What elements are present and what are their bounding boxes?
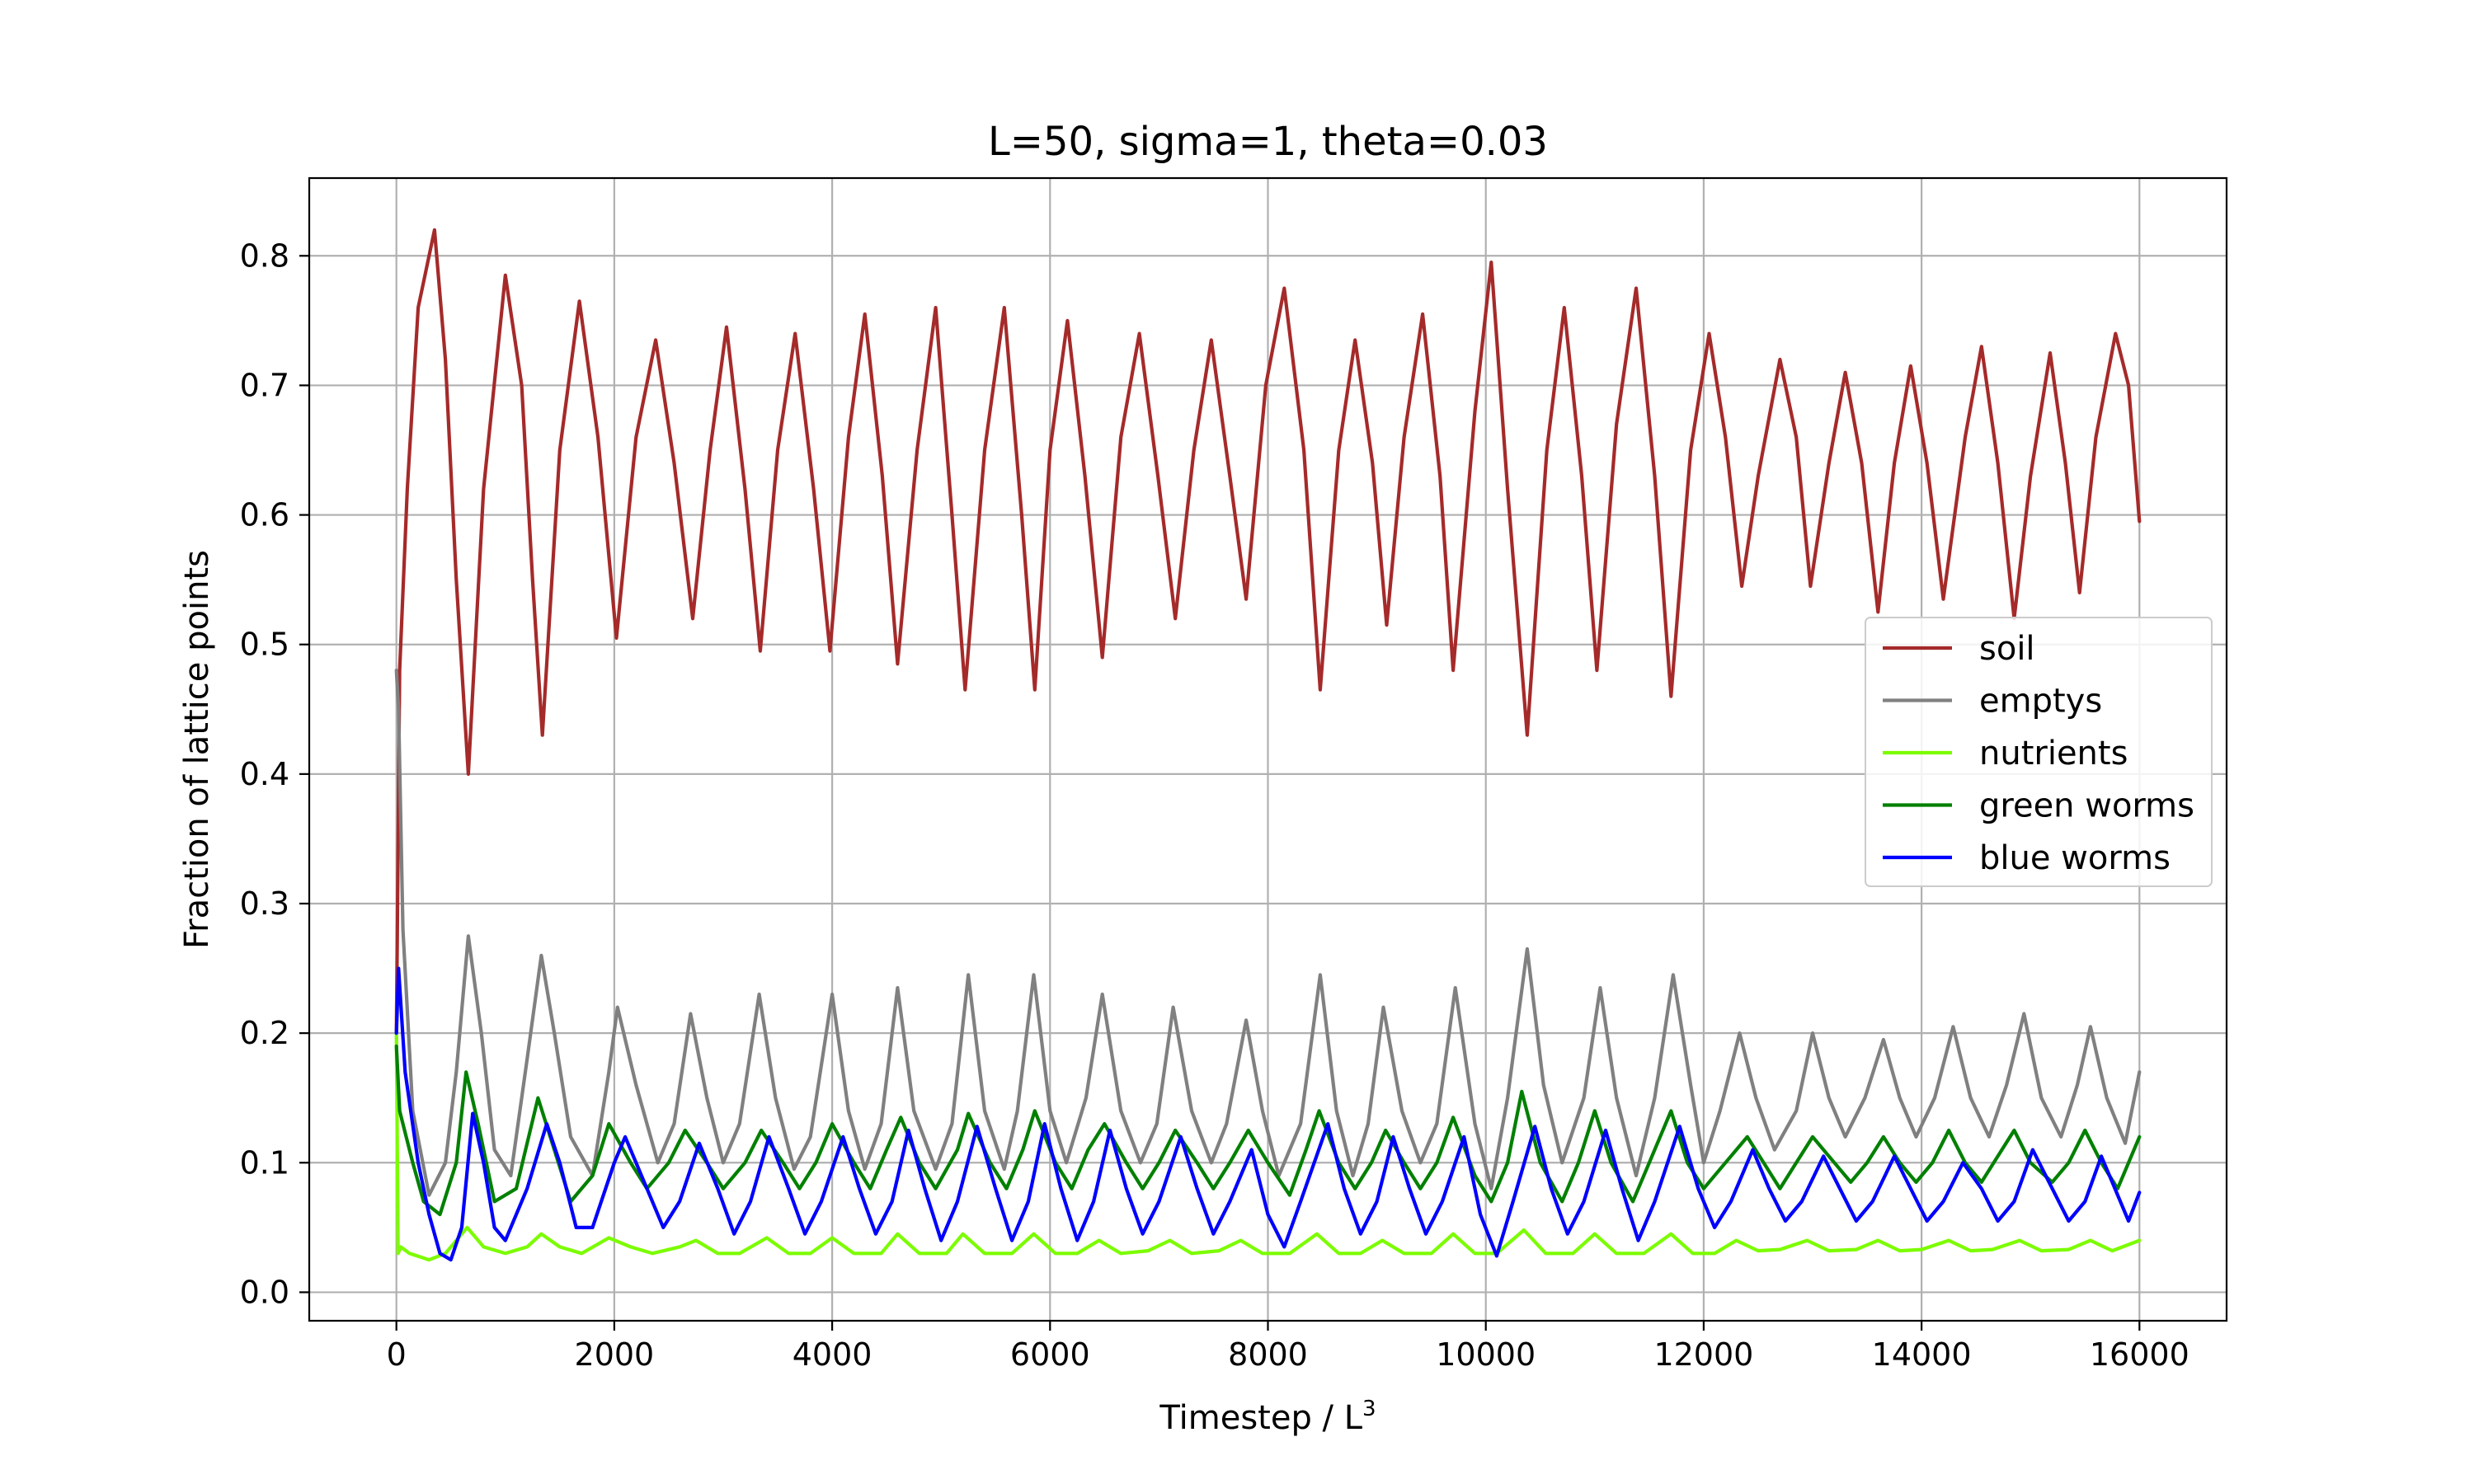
x-tick-label: 6000 — [1010, 1336, 1090, 1373]
y-tick-label: 0.6 — [240, 497, 289, 533]
legend-frame — [1865, 617, 2213, 887]
series-line-nutrients — [394, 1031, 2142, 1262]
y-tick-label: 0.4 — [240, 756, 289, 792]
x-axis-ticks: 0 2000 4000 6000 8000 10000 12000 14000 16000 — [387, 1321, 2189, 1373]
x-axis-label-text: Timestep / L — [1159, 1399, 1362, 1437]
x-tick-label: 8000 — [1228, 1336, 1308, 1373]
x-tick-label: 10000 — [1436, 1336, 1536, 1373]
legend-label-green-worms: green worms — [1979, 787, 2194, 825]
y-axis-label: Fraction of lattice points — [178, 550, 216, 949]
x-tick-label: 12000 — [1653, 1336, 1753, 1373]
x-tick-label: 4000 — [793, 1336, 872, 1373]
legend-label-blue-worms: blue worms — [1979, 839, 2171, 877]
series-line-green-worms — [394, 1044, 2142, 1217]
legend-items: soil emptys nutrients green worms blue worms — [1883, 630, 2194, 877]
series-line-soil — [394, 228, 2142, 1036]
series-line-emptys — [394, 669, 2142, 1197]
x-tick-label: 2000 — [575, 1336, 655, 1373]
legend: soil emptys nutrients green worms blue worms — [1865, 617, 2213, 887]
legend-label-nutrients: nutrients — [1979, 735, 2128, 773]
x-tick-label: 0 — [387, 1336, 407, 1373]
y-tick-label: 0.2 — [240, 1015, 289, 1051]
y-tick-label: 0.5 — [240, 627, 289, 663]
y-tick-label: 0.8 — [240, 237, 289, 274]
chart-title: L=50, sigma=1, theta=0.03 — [988, 119, 1548, 165]
y-axis-ticks: 0.0 0.1 0.2 0.3 0.4 0.5 0.6 0.7 0.8 — [240, 237, 309, 1310]
x-tick-label: 14000 — [1872, 1336, 1972, 1373]
y-tick-label: 0.3 — [240, 885, 289, 922]
series-layer — [394, 228, 2142, 1262]
series-line-blue-worms — [394, 966, 2142, 1262]
y-tick-label: 0.0 — [240, 1274, 289, 1310]
legend-label-emptys: emptys — [1979, 683, 2102, 721]
y-tick-label: 0.7 — [240, 367, 289, 403]
x-tick-label: 16000 — [2090, 1336, 2189, 1373]
x-axis-label-superscript: 3 — [1362, 1397, 1376, 1421]
x-axis-label: Timestep / L3 — [1159, 1397, 1376, 1437]
y-tick-label: 0.1 — [240, 1144, 289, 1181]
legend-label-soil: soil — [1979, 630, 2035, 668]
